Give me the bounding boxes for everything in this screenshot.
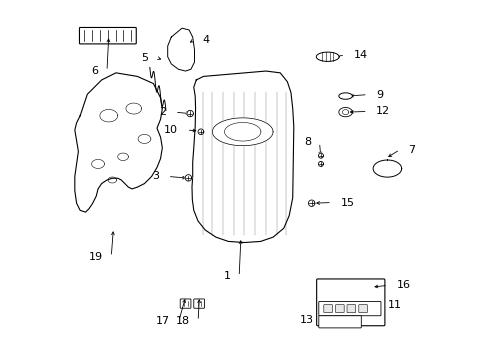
Polygon shape bbox=[75, 73, 162, 212]
Text: 17: 17 bbox=[156, 316, 170, 326]
Text: 15: 15 bbox=[340, 198, 354, 207]
Polygon shape bbox=[185, 175, 191, 181]
Polygon shape bbox=[198, 129, 203, 135]
Text: 1: 1 bbox=[223, 271, 230, 282]
Polygon shape bbox=[212, 118, 272, 146]
FancyBboxPatch shape bbox=[358, 305, 366, 312]
Text: 13: 13 bbox=[299, 315, 313, 325]
Polygon shape bbox=[338, 93, 352, 99]
Polygon shape bbox=[186, 111, 193, 117]
Text: 16: 16 bbox=[396, 280, 410, 291]
Text: 18: 18 bbox=[175, 316, 189, 326]
FancyBboxPatch shape bbox=[80, 27, 136, 44]
Polygon shape bbox=[316, 52, 339, 62]
FancyBboxPatch shape bbox=[193, 299, 204, 308]
Text: 2: 2 bbox=[159, 107, 166, 117]
Text: 7: 7 bbox=[407, 145, 415, 155]
FancyBboxPatch shape bbox=[323, 305, 332, 312]
Text: 14: 14 bbox=[353, 50, 367, 60]
FancyBboxPatch shape bbox=[318, 316, 361, 328]
Text: 4: 4 bbox=[202, 35, 209, 45]
Polygon shape bbox=[308, 200, 314, 206]
Text: 19: 19 bbox=[88, 252, 102, 262]
FancyBboxPatch shape bbox=[318, 301, 380, 316]
Polygon shape bbox=[192, 71, 293, 243]
Polygon shape bbox=[167, 28, 194, 71]
Polygon shape bbox=[372, 160, 401, 177]
Polygon shape bbox=[318, 153, 323, 158]
Text: 5: 5 bbox=[141, 53, 148, 63]
Text: 3: 3 bbox=[152, 171, 159, 181]
Text: 9: 9 bbox=[376, 90, 383, 100]
Text: 10: 10 bbox=[163, 125, 178, 135]
Text: 11: 11 bbox=[387, 300, 401, 310]
Text: 6: 6 bbox=[91, 66, 98, 76]
FancyBboxPatch shape bbox=[316, 279, 384, 326]
Polygon shape bbox=[318, 161, 323, 166]
Text: 8: 8 bbox=[303, 138, 310, 148]
FancyBboxPatch shape bbox=[180, 299, 190, 308]
FancyBboxPatch shape bbox=[346, 305, 355, 312]
Text: 12: 12 bbox=[376, 107, 389, 116]
FancyBboxPatch shape bbox=[335, 305, 344, 312]
